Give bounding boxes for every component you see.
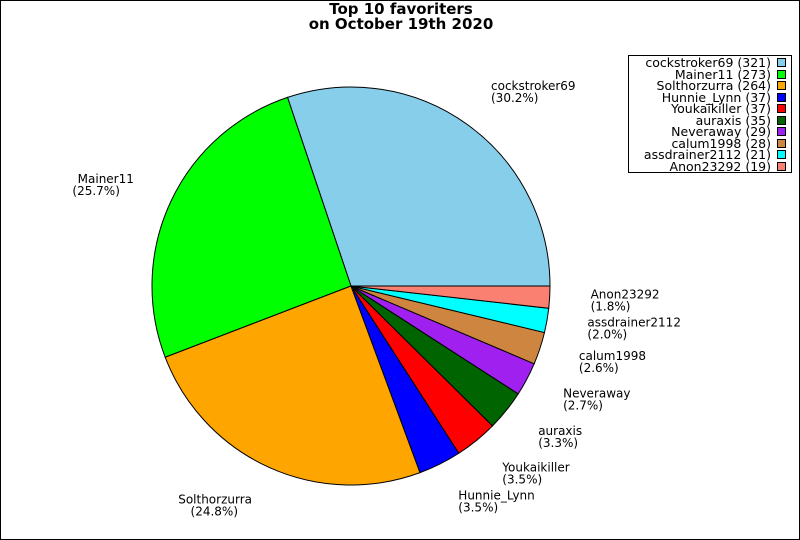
legend-item-neveraway: Neveraway (29) — [629, 126, 786, 138]
legend-label: Youkaikiller (37) — [671, 101, 771, 117]
legend-item-hunnie_lynn: Hunnie_Lynn (37) — [629, 89, 786, 105]
legend-item-anon23292: Anon23292 (19) — [629, 158, 786, 174]
legend-label: auraxis (35) — [695, 112, 771, 128]
slice-percent: (30.2%) — [491, 91, 538, 105]
slice-name: auraxis — [538, 424, 582, 438]
legend-item-mainer11: Mainer11 (273) — [629, 66, 786, 82]
legend-item-assdrainer2112: assdrainer2112 (21) — [629, 149, 786, 161]
legend-label: Solthorzurra (264) — [656, 78, 771, 94]
slice-percent: (25.7%) — [72, 184, 119, 198]
slice-percent: (2.0%) — [587, 328, 627, 342]
title-line: Top 10 favoriters — [329, 0, 473, 18]
slice-percent: (3.3%) — [538, 436, 578, 450]
legend-swatch — [777, 104, 786, 114]
slice-percent: (24.8%) — [191, 505, 238, 519]
legend-label: Hunnie_Lynn (37) — [661, 89, 771, 105]
slice-percent: (2.6%) — [579, 361, 619, 375]
slice-name: calum1998 — [579, 349, 646, 363]
legend-label: cockstroker69 (321) — [645, 55, 771, 71]
legend-swatch — [777, 138, 786, 148]
slice-label-calum1998: calum1998 (2.6%) — [579, 349, 646, 375]
legend: cockstroker69 (321) Mainer11 (273) Solthor… — [628, 55, 792, 173]
chart-title: Top 10 favoriters on October 19th 2020 — [1, 0, 799, 33]
legend-label: assdrainer2112 (21) — [643, 147, 771, 163]
legend-item-calum1998: calum1998 (28) — [629, 135, 786, 151]
legend-swatch — [777, 58, 786, 68]
slice-label-auraxis: auraxis (3.3%) — [538, 424, 582, 450]
slice-name: Solthorzurra — [178, 493, 252, 507]
slice-name: Hunnie_Lynn — [458, 489, 534, 503]
slice-name: Mainer11 — [78, 172, 134, 186]
legend-swatch — [777, 115, 786, 125]
slice-label-assdrainer2112: assdrainer2112 (2.0%) — [587, 316, 681, 342]
subtitle-line: on October 19th 2020 — [308, 15, 494, 33]
legend-item-cockstroker69: cockstroker69 (321) — [629, 57, 786, 69]
slice-name: Neveraway — [563, 386, 630, 400]
legend-label: Anon23292 (19) — [669, 158, 771, 174]
legend-item-youkaikiller: Youkaikiller (37) — [629, 103, 786, 115]
pie-slice-solthorzurra — [164, 285, 421, 486]
pie-slice-cockstroker69 — [286, 86, 551, 287]
slice-percent: (2.7%) — [563, 398, 603, 412]
slice-percent: (3.5%) — [458, 501, 498, 515]
slice-label-solthorzurra: Solthorzurra (24.8%) — [178, 493, 252, 519]
slice-label-hunnie_lynn: Hunnie_Lynn (3.5%) — [458, 489, 534, 515]
slice-percent: (1.8%) — [591, 300, 631, 314]
legend-label: calum1998 (28) — [671, 135, 771, 151]
legend-swatch — [777, 127, 786, 137]
legend-swatch — [777, 92, 786, 102]
legend-swatch — [777, 81, 786, 91]
slice-label-neveraway: Neveraway (2.7%) — [563, 386, 630, 412]
slice-label-cockstroker69: cockstroker69 (30.2%) — [491, 79, 576, 105]
slice-name: cockstroker69 — [491, 79, 576, 93]
legend-item-solthorzurra: Solthorzurra (264) — [629, 80, 786, 92]
pie-slice-anon23292 — [350, 285, 551, 309]
legend-label: Mainer11 (273) — [674, 66, 771, 82]
legend-item-auraxis: auraxis (35) — [629, 112, 786, 128]
slice-label-youkaikiller: Youkaikiller (3.5%) — [501, 460, 569, 486]
slice-label-mainer11: Mainer11 (25.7%) — [72, 172, 133, 198]
legend-label: Neveraway (29) — [671, 124, 771, 140]
slice-label-anon23292: Anon23292 (1.8%) — [591, 288, 660, 314]
pie-slice-mainer11 — [151, 96, 352, 358]
slice-name: Anon23292 — [591, 288, 660, 302]
legend-swatch — [777, 69, 786, 79]
legend-swatch — [777, 150, 786, 160]
legend-swatch — [777, 161, 786, 171]
slice-percent: (3.5%) — [502, 472, 542, 486]
slice-name: Youkaikiller — [501, 460, 569, 474]
slice-name: assdrainer2112 — [587, 316, 681, 330]
